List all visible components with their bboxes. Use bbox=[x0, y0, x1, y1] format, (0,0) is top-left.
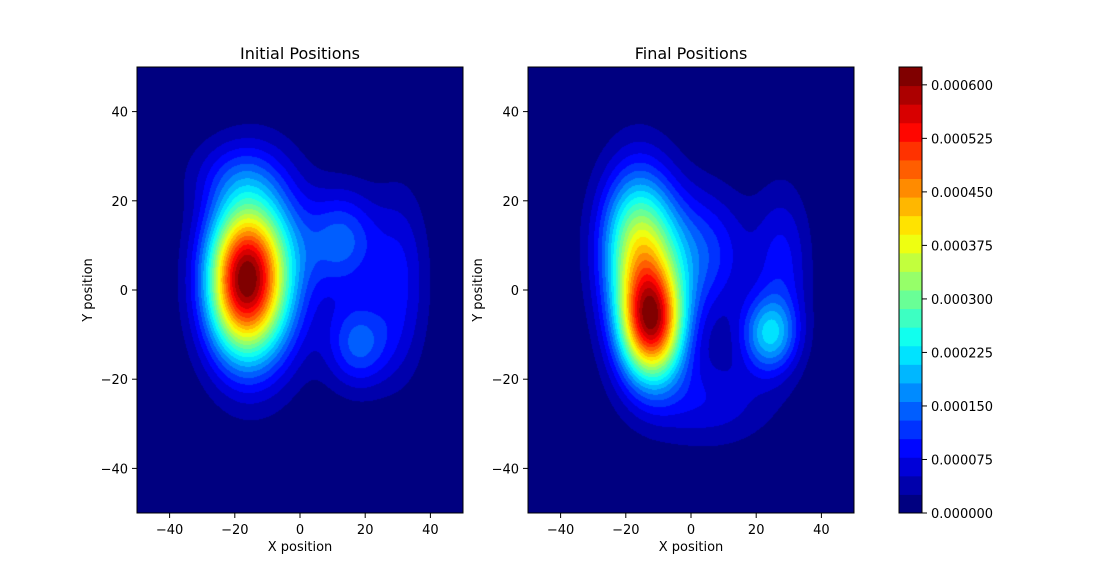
colorbar-tick-label: 0.000525 bbox=[931, 132, 993, 147]
y-tick-label: 40 bbox=[502, 106, 519, 121]
colorbar-band bbox=[899, 364, 922, 384]
colorbar-band bbox=[899, 67, 922, 87]
colorbar-band bbox=[899, 122, 922, 142]
colorbar-bands bbox=[899, 67, 922, 514]
x-axis-ticks: −40 −20 0 20 40 bbox=[547, 513, 830, 538]
density-plot-area bbox=[528, 67, 854, 513]
y-axis-ticks: −40 −20 0 20 40 bbox=[101, 106, 137, 477]
initial-positions-panel: Initial Positions −40 −20 0 20 40 −40 −20 0 20 4… bbox=[81, 44, 464, 555]
y-tick-label: −40 bbox=[492, 462, 519, 477]
colorbar-band bbox=[899, 159, 922, 179]
colorbar: 0.000000 0.000075 0.000150 0.000225 0.000300… bbox=[898, 66, 993, 522]
colorbar-band bbox=[899, 382, 922, 402]
colorbar-band bbox=[899, 104, 922, 124]
colorbar-band bbox=[899, 345, 922, 365]
colorbar-tick-label: 0.000450 bbox=[931, 186, 993, 201]
colorbar-tick-label: 0.000150 bbox=[931, 400, 993, 415]
x-tick-label: −20 bbox=[612, 523, 639, 538]
x-axis-label: X position bbox=[659, 540, 724, 555]
colorbar-band bbox=[899, 178, 922, 198]
colorbar-band bbox=[899, 475, 922, 495]
colorbar-tick-label: 0.000600 bbox=[931, 79, 993, 94]
colorbar-tick-label: 0.000000 bbox=[931, 507, 993, 522]
x-axis-label: X position bbox=[268, 540, 333, 555]
colorbar-tick-label: 0.000375 bbox=[931, 239, 993, 254]
colorbar-tick-label: 0.000075 bbox=[931, 453, 993, 468]
y-tick-label: 20 bbox=[502, 195, 519, 210]
colorbar-band bbox=[899, 327, 922, 347]
density-plot-area bbox=[137, 67, 463, 513]
x-tick-label: −40 bbox=[156, 523, 183, 538]
colorbar-tick-label: 0.000300 bbox=[931, 293, 993, 308]
colorbar-band bbox=[899, 197, 922, 217]
y-axis-label: Y position bbox=[81, 258, 96, 323]
y-axis-label: Y position bbox=[471, 258, 486, 323]
colorbar-band bbox=[899, 85, 922, 105]
colorbar-band bbox=[899, 401, 922, 421]
y-tick-label: −20 bbox=[101, 373, 128, 388]
y-tick-label: 0 bbox=[511, 284, 519, 299]
colorbar-band bbox=[899, 234, 922, 254]
y-tick-label: −40 bbox=[101, 462, 128, 477]
y-tick-label: 40 bbox=[111, 106, 128, 121]
y-tick-label: 20 bbox=[111, 195, 128, 210]
y-tick-label: −20 bbox=[492, 373, 519, 388]
colorbar-band bbox=[899, 252, 922, 272]
y-tick-label: 0 bbox=[120, 284, 128, 299]
x-tick-label: 40 bbox=[422, 523, 439, 538]
colorbar-band bbox=[899, 290, 922, 310]
x-tick-label: −20 bbox=[221, 523, 248, 538]
panel-title: Final Positions bbox=[635, 44, 748, 63]
x-tick-label: 20 bbox=[357, 523, 374, 538]
x-tick-label: 40 bbox=[813, 523, 830, 538]
colorbar-band bbox=[899, 215, 922, 235]
colorbar-band bbox=[899, 271, 922, 291]
colorbar-band bbox=[899, 420, 922, 440]
y-axis-ticks: −40 −20 0 20 40 bbox=[492, 106, 528, 477]
colorbar-band bbox=[899, 141, 922, 161]
colorbar-band bbox=[899, 308, 922, 328]
x-tick-label: 0 bbox=[296, 523, 304, 538]
colorbar-band bbox=[899, 438, 922, 458]
panel-title: Initial Positions bbox=[240, 44, 360, 63]
colorbar-band bbox=[899, 457, 922, 477]
colorbar-band bbox=[899, 494, 922, 514]
x-tick-label: 0 bbox=[687, 523, 695, 538]
colorbar-frame bbox=[898, 66, 923, 514]
final-positions-panel: Final Positions −40 −20 0 20 40 −40−2002040 … bbox=[471, 44, 855, 555]
colorbar-tick-label: 0.000225 bbox=[931, 346, 993, 361]
x-tick-label: 20 bbox=[748, 523, 765, 538]
colorbar-ticks: 0.000000 0.000075 0.000150 0.000225 0.000300… bbox=[922, 79, 993, 522]
x-tick-label: −40 bbox=[547, 523, 574, 538]
x-axis-ticks: −40 −20 0 20 40 bbox=[156, 513, 439, 538]
